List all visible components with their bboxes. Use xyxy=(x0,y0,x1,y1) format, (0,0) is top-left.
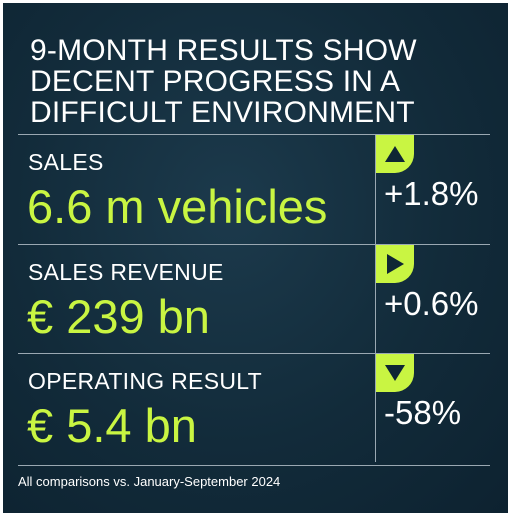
change-value: +1.8% xyxy=(384,175,479,212)
metric-row-sales: SALES 6.6 m vehicles +1.8% xyxy=(18,135,490,244)
metric-value: € 5.4 bn xyxy=(27,399,197,452)
metric-label: OPERATING RESULT xyxy=(28,368,262,394)
metric-row-sales-revenue: SALES REVENUE € 239 bn +0.6% xyxy=(18,244,490,353)
change-value: +0.6% xyxy=(384,285,479,322)
metric-cell: SALES REVENUE € 239 bn xyxy=(18,245,375,353)
headline: 9-MONTH RESULTS SHOW DECENT PROGRESS IN … xyxy=(30,34,417,129)
metric-label: SALES REVENUE xyxy=(28,259,224,285)
trend-badge xyxy=(376,245,414,283)
change-cell: +1.8% xyxy=(375,135,490,244)
trend-badge xyxy=(376,354,414,392)
metric-cell: SALES 6.6 m vehicles xyxy=(18,135,375,244)
metric-value: € 239 bn xyxy=(27,290,210,343)
arrow-right-icon xyxy=(387,254,404,274)
metric-cell: OPERATING RESULT € 5.4 bn xyxy=(18,354,375,462)
metric-value: 6.6 m vehicles xyxy=(27,180,328,233)
metric-row-operating-result: OPERATING RESULT € 5.4 bn -58% xyxy=(18,353,490,462)
trend-badge xyxy=(376,135,414,173)
change-value: -58% xyxy=(384,394,462,431)
arrow-up-icon xyxy=(385,146,405,162)
arrow-down-icon xyxy=(385,365,405,381)
metric-label: SALES xyxy=(28,149,104,175)
change-cell: -58% xyxy=(375,354,490,462)
footnote: All comparisons vs. January-September 20… xyxy=(18,474,281,489)
change-cell: +0.6% xyxy=(375,245,490,353)
metrics-table: SALES 6.6 m vehicles +1.8% SALES REVENUE… xyxy=(18,134,490,466)
results-infographic: 9-MONTH RESULTS SHOW DECENT PROGRESS IN … xyxy=(3,3,508,513)
